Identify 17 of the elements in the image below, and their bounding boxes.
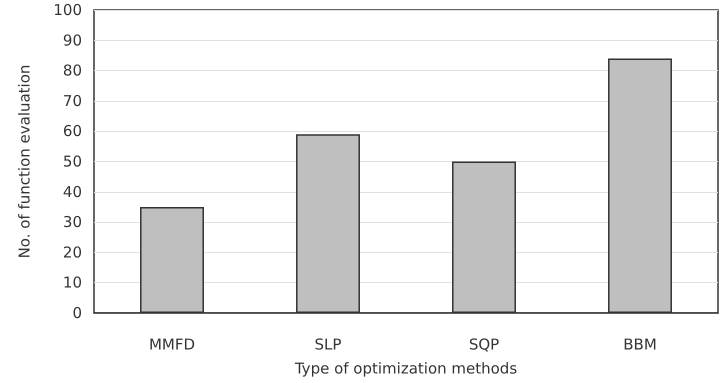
y-tick-label: 10 <box>62 274 82 292</box>
y-tick-label: 60 <box>62 122 82 140</box>
y-tick-label: 40 <box>62 182 82 201</box>
x-axis-title: Type of optimization methods <box>294 360 518 378</box>
x-tick-label: SQP <box>468 336 500 354</box>
y-tick-label: 100 <box>53 1 82 19</box>
y-tick-label: 80 <box>62 62 82 80</box>
y-tick-label: 70 <box>62 92 82 110</box>
y-tick-label: 0 <box>72 304 82 322</box>
x-tick-label: MMFD <box>148 336 196 354</box>
x-tick-label: SLP <box>314 336 342 354</box>
y-tick-label: 30 <box>62 213 82 232</box>
y-axis-title: No. of function evaluation <box>16 64 34 258</box>
y-tick-label: 20 <box>62 243 82 262</box>
y-tick-label: 50 <box>62 152 82 170</box>
x-tick-label: BBM <box>623 336 657 354</box>
y-tick-label: 90 <box>62 31 82 50</box>
